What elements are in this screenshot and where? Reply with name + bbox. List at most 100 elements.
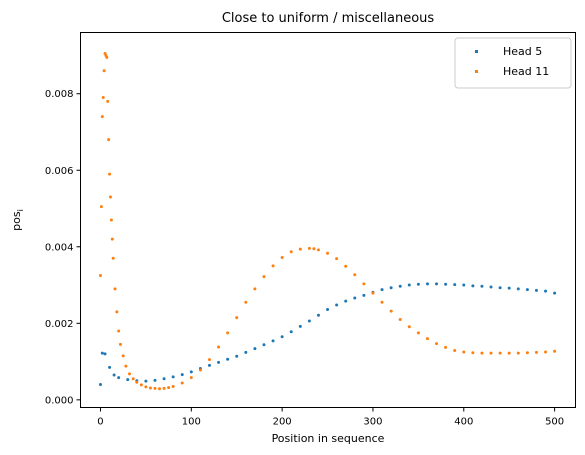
data-point — [371, 291, 375, 295]
data-point — [362, 282, 366, 286]
data-point — [307, 246, 311, 250]
data-point — [139, 383, 143, 387]
data-point — [262, 343, 266, 347]
data-point — [135, 380, 139, 384]
data-point — [153, 378, 157, 382]
data-point — [100, 115, 104, 119]
y-axis: 0.000 0.002 0.004 0.006 0.008 — [45, 89, 81, 406]
data-point — [117, 329, 121, 333]
data-point — [226, 331, 230, 335]
data-point — [118, 342, 122, 346]
data-point — [480, 284, 484, 288]
data-point — [244, 350, 248, 354]
y-tick-label: 0.004 — [45, 242, 74, 253]
data-point — [131, 377, 135, 381]
data-point — [180, 381, 184, 385]
data-point — [407, 283, 411, 287]
data-point — [416, 282, 420, 286]
y-tick-label: 0.008 — [45, 89, 74, 100]
data-point — [111, 256, 115, 260]
y-tick-label: 0.002 — [45, 319, 74, 330]
data-point — [335, 257, 339, 261]
chart-title: Close to uniform / miscellaneous — [222, 11, 435, 26]
series-head-5 — [98, 282, 557, 387]
data-point — [507, 351, 511, 355]
data-point — [516, 351, 520, 355]
data-point — [171, 375, 175, 379]
data-point — [148, 386, 152, 390]
data-point — [102, 69, 106, 73]
data-point — [106, 99, 110, 103]
data-point — [109, 218, 113, 222]
data-point — [103, 352, 107, 356]
data-point — [326, 308, 330, 312]
x-tick-label: 300 — [363, 417, 382, 428]
data-point — [124, 364, 128, 368]
data-point — [98, 383, 102, 387]
y-tick-label: 0.006 — [45, 166, 74, 177]
data-point — [425, 282, 429, 286]
data-point — [398, 317, 402, 321]
data-point — [98, 273, 102, 277]
data-point — [344, 299, 348, 303]
data-point — [316, 248, 320, 252]
data-point — [307, 319, 311, 323]
data-point — [489, 351, 493, 355]
data-point — [425, 337, 429, 341]
data-point — [100, 351, 104, 355]
data-point — [516, 287, 520, 291]
data-point — [534, 350, 538, 354]
data-point — [416, 331, 420, 335]
data-point — [244, 300, 248, 304]
data-point — [553, 349, 557, 353]
data-point — [316, 313, 320, 317]
data-point — [435, 342, 439, 346]
data-point — [298, 324, 302, 328]
x-tick-label: 0 — [97, 417, 103, 428]
data-point — [462, 283, 466, 287]
data-point — [312, 247, 316, 251]
data-point — [498, 286, 502, 290]
data-point — [380, 288, 384, 292]
data-point — [153, 386, 157, 390]
x-tick-label: 100 — [182, 417, 201, 428]
data-point — [435, 282, 439, 286]
data-point — [262, 275, 266, 279]
data-point — [453, 348, 457, 352]
legend-label-head-5: Head 5 — [503, 45, 542, 58]
data-point — [498, 351, 502, 355]
data-point — [544, 350, 548, 354]
data-point — [553, 291, 557, 295]
data-point — [353, 296, 357, 300]
data-point — [189, 376, 193, 380]
data-point — [289, 330, 293, 334]
data-point — [271, 339, 275, 343]
data-point — [326, 251, 330, 255]
legend-marker-head-5 — [475, 50, 478, 53]
data-point — [407, 325, 411, 329]
data-point — [235, 354, 239, 358]
data-point — [226, 357, 230, 361]
x-axis-label: Position in sequence — [272, 432, 385, 445]
data-point — [389, 309, 393, 313]
data-point — [335, 303, 339, 307]
data-point — [217, 345, 221, 349]
data-point — [113, 287, 117, 291]
data-point — [107, 138, 111, 142]
data-point — [162, 377, 166, 381]
data-point — [289, 250, 293, 254]
data-point — [453, 283, 457, 287]
x-axis: 0 100 200 300 400 500 — [97, 407, 564, 428]
data-point — [217, 360, 221, 364]
data-point — [253, 287, 257, 291]
data-point — [167, 386, 171, 390]
data-point — [198, 368, 202, 372]
legend-label-head-11: Head 11 — [503, 65, 549, 78]
data-point — [126, 378, 130, 382]
x-tick-label: 500 — [545, 417, 564, 428]
data-point — [280, 335, 284, 339]
data-point — [280, 256, 284, 259]
data-point — [207, 363, 211, 367]
data-point — [389, 286, 393, 290]
